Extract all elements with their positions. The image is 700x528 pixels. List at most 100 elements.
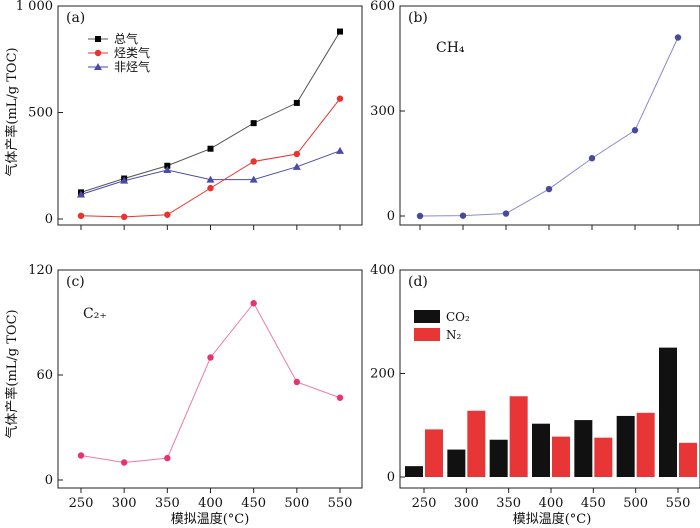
data-point-c-0 [207, 354, 214, 361]
y-tick-label-d: 0 [387, 470, 395, 485]
y-tick-label-b: 300 [370, 104, 395, 119]
legend-marker-0 [95, 36, 101, 42]
data-point-b-0 [459, 212, 467, 219]
plot-frame-c [57, 269, 363, 489]
legend-label-0: 总气 [114, 31, 138, 46]
legend-marker-2 [94, 63, 102, 70]
panel-label-a: (a) [66, 10, 85, 26]
x-tick-label-d: 500 [623, 496, 648, 511]
x-axis-title-right: 模拟温度(°C) [513, 511, 592, 527]
data-point-c-0 [120, 459, 128, 466]
panel-d: 0 200 400 250 300 350 400 450 500 550 (d) CO₂ N₂ [370, 263, 700, 511]
legend-swatch-1 [414, 328, 440, 341]
panel-label-c: (c) [66, 274, 85, 290]
data-point-a-1 [250, 158, 257, 165]
legend-label-1: 烃类气 [114, 45, 150, 60]
data-point-b-0 [631, 127, 639, 134]
bar-0-3 [532, 423, 550, 477]
y-tick-label-b: 0 [387, 209, 395, 224]
legend-label-2: 非烃气 [114, 59, 150, 74]
data-point-c-0 [293, 378, 301, 386]
data-point-a-2 [120, 176, 129, 184]
bar-1-1 [467, 410, 486, 477]
legend-swatch-0 [414, 310, 440, 323]
data-point-a-2 [336, 146, 344, 154]
x-tick-label-d: 300 [454, 496, 479, 511]
data-point-b-0 [502, 210, 510, 217]
x-tick-label-d: 450 [581, 496, 606, 511]
data-point-a-0 [164, 162, 171, 169]
x-tick-label-c: 450 [241, 496, 266, 511]
bar-1-5 [636, 412, 655, 477]
plot-frame-d [399, 269, 700, 489]
bar-1-4 [594, 437, 613, 477]
data-point-a-2 [206, 175, 215, 183]
bar-1-6 [679, 442, 697, 477]
data-point-b-0 [545, 185, 553, 193]
x-tick-label-c: 350 [155, 496, 180, 511]
bar-1-0 [425, 429, 443, 477]
series-line-a-1 [80, 98, 341, 218]
data-point-a-1 [336, 95, 344, 102]
y-tick-label-c: 0 [45, 473, 53, 488]
data-point-a-2 [163, 166, 172, 174]
legend-label-1: N₂ [446, 328, 462, 342]
data-point-a-0 [337, 28, 343, 35]
y-axis-title-bottom: 气体产率(mL/g TOC) [4, 309, 20, 438]
data-point-a-0 [293, 99, 300, 106]
x-tick-label-c: 500 [284, 496, 309, 511]
data-point-b-0 [674, 34, 682, 41]
data-point-b-0 [416, 212, 424, 220]
bar-0-6 [659, 347, 677, 477]
x-tick-label-d: 250 [412, 496, 437, 511]
bar-0-1 [447, 449, 466, 477]
x-tick-label-c: 250 [69, 496, 94, 511]
data-point-a-2 [77, 190, 85, 198]
data-point-a-1 [164, 211, 171, 218]
bar-0-2 [489, 439, 508, 477]
bar-1-2 [509, 396, 528, 477]
panel-label-d: (d) [408, 274, 428, 290]
panel-label-b: (b) [408, 10, 428, 26]
y-tick-label-d: 400 [370, 263, 395, 278]
y-tick-label-a: 1 000 [16, 0, 53, 14]
x-tick-label-c: 300 [112, 496, 137, 511]
data-point-c-0 [250, 300, 257, 307]
x-tick-label-d: 550 [666, 496, 691, 511]
plot-frame-b [399, 5, 700, 226]
x-tick-label-c: 400 [198, 496, 223, 511]
data-point-c-0 [77, 452, 85, 459]
data-point-c-0 [336, 394, 344, 401]
bar-0-5 [616, 415, 635, 477]
x-axis-title-left: 模拟温度(°C) [171, 511, 250, 527]
data-point-a-1 [207, 184, 214, 192]
y-tick-label-a: 500 [28, 106, 53, 121]
data-point-b-0 [588, 155, 596, 162]
annotation-b: CH₄ [436, 40, 465, 56]
y-tick-label-b: 600 [370, 0, 395, 14]
data-point-c-0 [164, 454, 171, 462]
x-tick-label-d: 400 [539, 496, 564, 511]
bar-1-3 [552, 436, 570, 477]
y-tick-label-a: 0 [45, 212, 53, 227]
panel-b: 0 300 600 (b) CH₄ [370, 0, 700, 230]
data-point-a-1 [120, 213, 128, 221]
data-point-a-2 [292, 162, 301, 170]
data-point-a-1 [293, 150, 301, 158]
panel-c: 0 60 120 250 300 350 400 450 500 550 (c) C₂₊ [28, 263, 363, 511]
bar-0-4 [574, 420, 593, 477]
y-tick-label-d: 200 [370, 367, 395, 382]
data-point-a-2 [249, 175, 258, 183]
legend-label-0: CO₂ [446, 310, 470, 324]
data-point-a-0 [250, 120, 257, 127]
y-tick-label-c: 120 [28, 263, 53, 278]
annotation-c: C₂₊ [83, 306, 107, 322]
x-tick-label-c: 550 [328, 496, 353, 511]
y-axis-title-top: 气体产率(mL/g TOC) [4, 47, 20, 176]
y-tick-label-c: 60 [36, 368, 53, 383]
data-point-a-0 [207, 145, 214, 152]
series-line-c-0 [80, 302, 341, 464]
data-point-a-1 [77, 212, 85, 220]
